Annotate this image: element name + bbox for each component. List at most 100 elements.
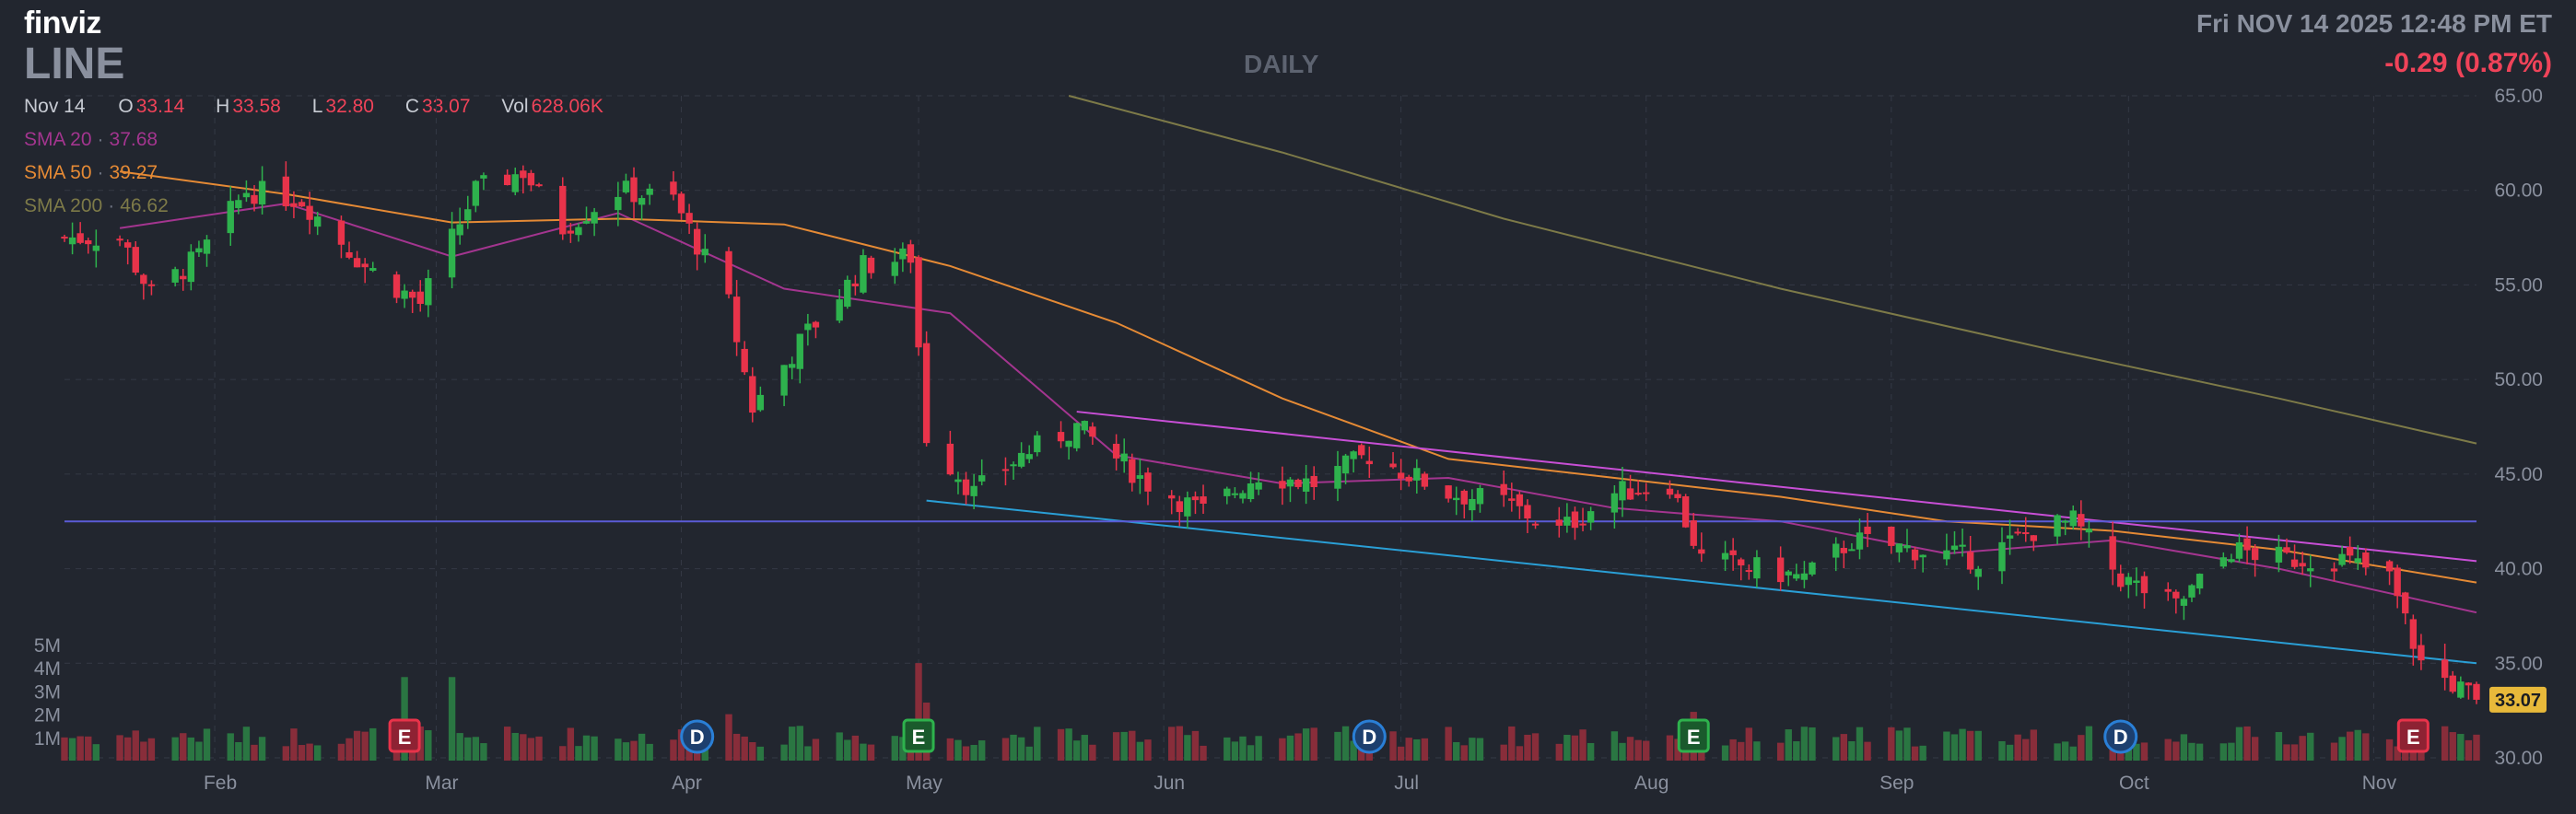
- candle-body: [970, 485, 978, 496]
- candle-body: [1191, 496, 1200, 501]
- volume-bar: [61, 737, 68, 761]
- candle-body: [567, 230, 575, 234]
- candle-body: [1413, 468, 1421, 481]
- volume-bar: [1911, 746, 1919, 761]
- candle-body: [1310, 475, 1317, 488]
- volume-bar: [1001, 738, 1010, 761]
- candle-body: [1508, 498, 1516, 501]
- candle-body: [2133, 580, 2140, 583]
- volume-bar: [448, 677, 456, 761]
- candle-body: [2006, 535, 2014, 539]
- last-price-label: 33.07: [2495, 691, 2541, 711]
- date-tick-label: Jun: [1153, 773, 1185, 794]
- candle-body: [946, 443, 954, 475]
- volume-bar: [1643, 740, 1650, 761]
- candle-body: [1168, 494, 1176, 499]
- volume-bar: [535, 736, 543, 761]
- candle-body: [1224, 488, 1231, 496]
- candle-body: [85, 240, 92, 245]
- volume-bar: [1888, 727, 1895, 761]
- candle-body: [978, 475, 986, 482]
- volume-bar: [1626, 737, 1634, 761]
- candle-body: [369, 268, 377, 271]
- high-value: 33.58: [232, 96, 281, 117]
- candle-body: [2228, 559, 2235, 563]
- candle-body: [796, 333, 803, 369]
- candle-body: [1785, 571, 1792, 576]
- volume-tick-label: 4M: [34, 658, 61, 680]
- event-marker-label: E: [398, 726, 412, 749]
- volume-bar: [1738, 741, 1745, 761]
- volume-bar: [1057, 728, 1065, 761]
- candle-body: [527, 172, 535, 186]
- candle-body: [915, 257, 922, 348]
- volume-bar: [867, 744, 875, 761]
- candle-body: [353, 258, 361, 268]
- candle-body: [836, 299, 843, 321]
- candle-body: [1120, 453, 1128, 462]
- date-axis: Feb Mar Apr May Jun Jul Aug Sep Oct Nov: [204, 773, 2397, 794]
- candle-body: [195, 248, 203, 253]
- volume-bar: [85, 736, 92, 761]
- candle-body: [1895, 543, 1903, 552]
- volume-bar: [480, 743, 487, 761]
- volume-bar: [2354, 729, 2361, 761]
- candle-body: [907, 244, 915, 263]
- volume-bar: [1286, 735, 1294, 761]
- candle-body: [227, 201, 234, 234]
- volume-bar: [2283, 744, 2290, 761]
- volume-bar: [2251, 737, 2259, 761]
- volume-bar: [1239, 736, 1247, 761]
- volume-bar: [1571, 735, 1579, 761]
- volume-bar: [2338, 737, 2346, 761]
- candle-body: [891, 262, 898, 276]
- candle-body: [140, 274, 147, 285]
- volume-bar: [2172, 741, 2180, 761]
- candle-body: [290, 203, 298, 207]
- volume-bar: [1341, 726, 1350, 761]
- candle-body: [1176, 501, 1183, 513]
- candle-body: [535, 184, 543, 187]
- volume-bar: [1840, 734, 1848, 761]
- candle-body: [313, 216, 322, 227]
- volume-bar: [1176, 726, 1183, 761]
- close-value: 33.07: [421, 96, 471, 117]
- candle-body: [1010, 464, 1017, 467]
- volume-bar: [116, 735, 123, 761]
- volume-bar: [76, 736, 84, 761]
- volume-bar: [464, 737, 472, 761]
- sma20-legend[interactable]: SMA 20 · 37.68: [24, 129, 158, 150]
- volume-bar: [2243, 726, 2251, 761]
- candle-body: [1950, 545, 1959, 551]
- candle-body: [1073, 423, 1081, 448]
- finviz-logo[interactable]: finviz: [24, 6, 101, 41]
- price-tick-label: 30.00: [2494, 748, 2543, 769]
- candle-body: [2219, 557, 2228, 567]
- volume-bar: [575, 746, 582, 761]
- volume-bar: [2180, 734, 2188, 761]
- candle-body: [851, 283, 860, 286]
- volume-bar: [1516, 746, 1524, 761]
- volume-bar: [756, 746, 765, 761]
- candle-body: [1555, 519, 1563, 526]
- candle-body: [2235, 541, 2243, 559]
- volume-tick-label: 3M: [34, 681, 61, 703]
- volume-bar: [2228, 742, 2235, 761]
- candle-body: [76, 233, 84, 243]
- volume-bar: [1397, 746, 1405, 761]
- candle-body: [1571, 511, 1579, 529]
- volume-bar: [1247, 745, 1255, 761]
- candle-body: [2418, 645, 2425, 661]
- sma200-legend[interactable]: SMA 200 · 46.62: [24, 195, 169, 216]
- date-tick-label: Aug: [1634, 773, 1669, 794]
- volume-bar: [353, 730, 361, 761]
- candle-body: [1302, 478, 1310, 492]
- candle-body: [1129, 459, 1136, 483]
- volume-bar: [2085, 726, 2093, 761]
- date-tick-label: Sep: [1879, 773, 1914, 794]
- volume-bar: [812, 738, 820, 761]
- candle-body: [1753, 557, 1761, 579]
- volume-bar: [68, 738, 76, 761]
